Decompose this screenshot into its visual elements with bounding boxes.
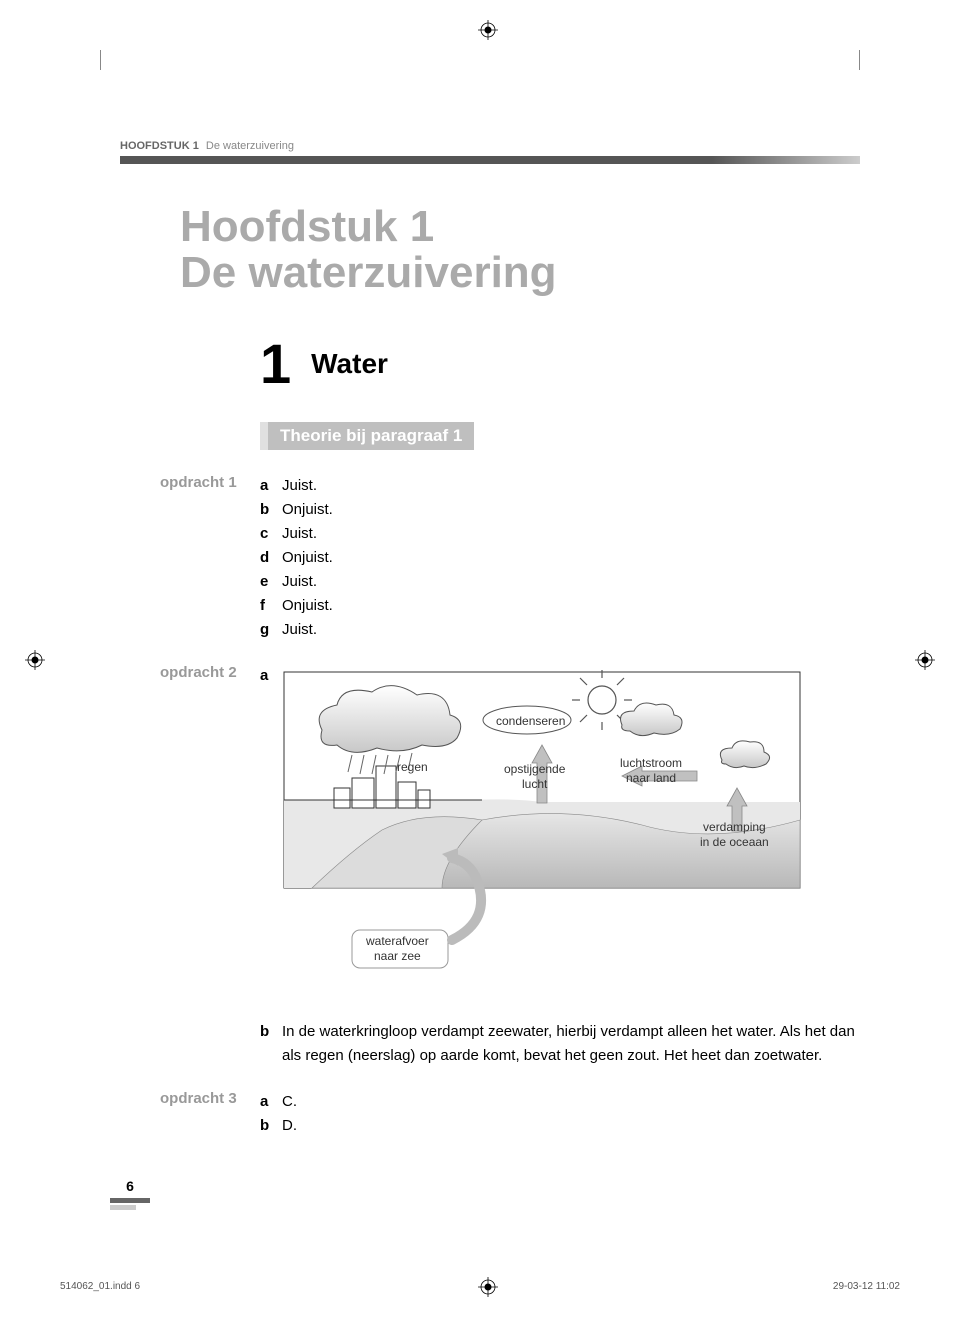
page-content: HOOFDSTUK 1 De waterzuivering Hoofdstuk … (120, 140, 860, 1160)
opdracht-2-body: a (260, 664, 860, 1068)
answer-row-b: b In de waterkringloop verdampt zeewater… (260, 1020, 860, 1068)
crop-mark (100, 50, 101, 70)
registration-mark-right (915, 650, 935, 675)
answer-letter: a (260, 1090, 282, 1114)
answer-text: Onjuist. (282, 594, 860, 618)
answer-text: D. (282, 1114, 860, 1138)
opdracht-3: opdracht 3 aC. bD. (120, 1090, 860, 1138)
answer-letter: b (260, 1114, 282, 1138)
crop-mark (859, 50, 860, 70)
chapter-title-line1: Hoofdstuk 1 (180, 204, 860, 250)
print-footer: 514062_01.indd 6 29-03-12 11:02 (60, 1281, 900, 1292)
opdracht-3-body: aC. bD. (260, 1090, 860, 1138)
page-number: 6 (110, 1178, 150, 1194)
answer-text: Juist. (282, 618, 860, 642)
answer-text: Onjuist. (282, 498, 860, 522)
answer-row: aC. (260, 1090, 860, 1114)
section-heading: 1 Water (260, 336, 860, 392)
answer-letter: f (260, 594, 282, 618)
section-number: 1 (260, 336, 291, 392)
head-rule (120, 156, 860, 164)
label-luchtstroom: luchtstroom naar land (620, 756, 682, 785)
label-waterafvoer: waterafvoer naar zee (366, 934, 429, 963)
label-condenseren: condenseren (496, 712, 565, 731)
footer-left: 514062_01.indd 6 (60, 1281, 140, 1292)
answer-row: aJuist. (260, 474, 860, 498)
running-head-light: De waterzuivering (206, 140, 294, 152)
answer-letter: b (260, 498, 282, 522)
section-title: Water (311, 348, 388, 380)
theory-bar: Theorie bij paragraaf 1 (260, 422, 474, 450)
answer-letter: e (260, 570, 282, 594)
registration-mark-left (25, 650, 45, 675)
opdracht-1-label: opdracht 1 (120, 474, 260, 642)
opdracht-3-label: opdracht 3 (120, 1090, 260, 1138)
answer-row: bD. (260, 1114, 860, 1138)
answer-row: cJuist. (260, 522, 860, 546)
chapter-title-line2: De waterzuivering (180, 250, 860, 296)
answer-text: In de waterkringloop verdampt zeewater, … (282, 1020, 860, 1068)
opdracht-1: opdracht 1 aJuist. bOnjuist. cJuist. dOn… (120, 474, 860, 642)
answer-diagram-container: condenseren regen opstijgende lucht luch… (282, 664, 860, 1010)
page-number-block: 6 (110, 1178, 150, 1212)
opdracht-2-label: opdracht 2 (120, 664, 260, 1068)
answer-letter: d (260, 546, 282, 570)
answer-row: fOnjuist. (260, 594, 860, 618)
answer-text: Juist. (282, 474, 860, 498)
page-number-bar (110, 1205, 136, 1210)
label-verdamping: verdamping in de oceaan (700, 820, 769, 849)
answer-letter: a (260, 474, 282, 498)
opdracht-1-body: aJuist. bOnjuist. cJuist. dOnjuist. eJui… (260, 474, 860, 642)
page-number-bar (110, 1198, 150, 1203)
answer-letter: b (260, 1020, 282, 1068)
label-regen: regen (397, 758, 428, 777)
answer-text: Juist. (282, 570, 860, 594)
answer-text: Juist. (282, 522, 860, 546)
answer-row: bOnjuist. (260, 498, 860, 522)
answer-row: eJuist. (260, 570, 860, 594)
water-cycle-diagram: condenseren regen opstijgende lucht luch… (282, 670, 802, 1010)
label-opstijgende: opstijgende lucht (504, 762, 565, 791)
answer-row: gJuist. (260, 618, 860, 642)
answer-row: dOnjuist. (260, 546, 860, 570)
answer-letter: a (260, 664, 282, 1010)
chapter-title: Hoofdstuk 1 De waterzuivering (180, 204, 860, 296)
answer-letter: c (260, 522, 282, 546)
answer-text: C. (282, 1090, 860, 1114)
footer-right: 29-03-12 11:02 (833, 1281, 900, 1292)
answer-text: Onjuist. (282, 546, 860, 570)
running-head-bold: HOOFDSTUK 1 (120, 140, 199, 152)
opdracht-2: opdracht 2 a (120, 664, 860, 1068)
answer-row-a: a (260, 664, 860, 1010)
answer-letter: g (260, 618, 282, 642)
running-head: HOOFDSTUK 1 De waterzuivering (120, 140, 860, 152)
registration-mark-top (478, 20, 482, 40)
